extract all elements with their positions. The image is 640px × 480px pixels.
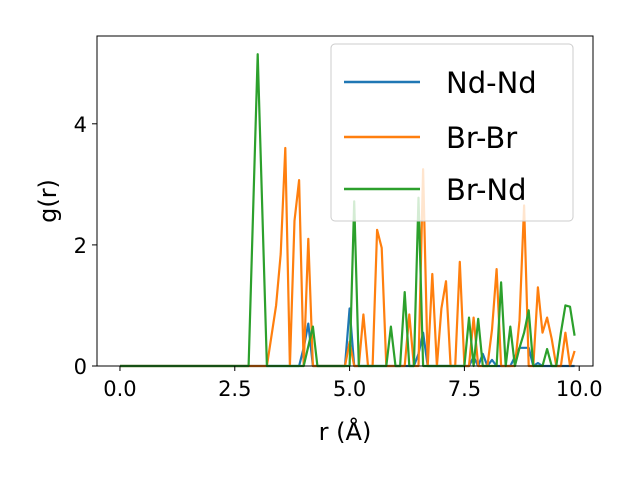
x-tick-label: 7.5	[448, 377, 481, 401]
y-tick-label: 0	[74, 355, 87, 379]
x-axis: 0.0 2.5 5.0 7.5 10.0	[103, 366, 603, 401]
x-tick-label: 2.5	[218, 377, 251, 401]
x-axis-label: r (Å)	[319, 417, 372, 446]
legend-label-br-br: Br-Br	[446, 121, 517, 155]
legend-box	[330, 43, 574, 222]
x-tick-label: 5.0	[333, 377, 366, 401]
y-tick-label: 4	[74, 113, 87, 137]
plot-frame	[96, 35, 594, 367]
y-axis: 0 2 4	[74, 113, 97, 379]
y-tick-label: 2	[74, 234, 87, 258]
x-tick-label: 10.0	[556, 377, 603, 401]
x-tick-label: 0.0	[103, 377, 136, 401]
legend: Nd-Nd Br-Br Br-Nd	[330, 43, 574, 222]
y-axis-label: g(r)	[34, 179, 62, 223]
legend-label-nd-nd: Nd-Nd	[446, 66, 537, 100]
legend-label-br-nd: Br-Nd	[446, 173, 527, 207]
